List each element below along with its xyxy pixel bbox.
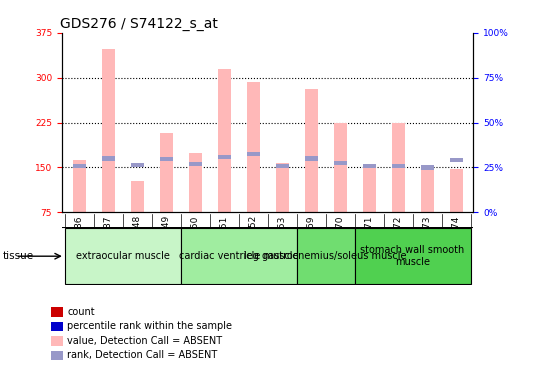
- Text: GDS276 / S74122_s_at: GDS276 / S74122_s_at: [60, 16, 218, 30]
- Text: GSM3672: GSM3672: [394, 215, 402, 258]
- Bar: [218, 69, 231, 212]
- FancyBboxPatch shape: [181, 228, 296, 284]
- Bar: [160, 133, 173, 212]
- FancyBboxPatch shape: [355, 228, 471, 284]
- Bar: [363, 166, 376, 212]
- Bar: [131, 163, 144, 167]
- Text: cardiac ventricle muscle: cardiac ventricle muscle: [179, 251, 299, 261]
- Text: rank, Detection Call = ABSENT: rank, Detection Call = ABSENT: [67, 351, 217, 361]
- Bar: [305, 89, 317, 212]
- Bar: [131, 180, 144, 212]
- Bar: [51, 307, 62, 317]
- Bar: [363, 164, 376, 168]
- Bar: [246, 152, 260, 156]
- Text: tissue: tissue: [3, 251, 34, 261]
- Text: leg gastrocnemius/soleus muscle: leg gastrocnemius/soleus muscle: [244, 251, 407, 261]
- Bar: [51, 322, 62, 331]
- Bar: [102, 156, 115, 161]
- Text: percentile rank within the sample: percentile rank within the sample: [67, 321, 232, 332]
- Bar: [334, 123, 346, 212]
- Bar: [51, 336, 62, 346]
- FancyBboxPatch shape: [65, 228, 181, 284]
- Bar: [334, 161, 346, 165]
- Bar: [392, 123, 405, 212]
- Text: GSM3674: GSM3674: [451, 215, 461, 258]
- Bar: [305, 156, 317, 161]
- Bar: [421, 165, 434, 169]
- Text: GSM3386: GSM3386: [75, 215, 84, 259]
- Text: value, Detection Call = ABSENT: value, Detection Call = ABSENT: [67, 336, 222, 346]
- Bar: [73, 160, 86, 212]
- Bar: [160, 157, 173, 161]
- Bar: [450, 158, 463, 163]
- Bar: [275, 163, 289, 212]
- Bar: [450, 169, 463, 212]
- Bar: [102, 49, 115, 212]
- Text: GSM3671: GSM3671: [365, 215, 373, 259]
- Text: GSM3449: GSM3449: [162, 215, 171, 258]
- Bar: [218, 154, 231, 159]
- Text: GSM3448: GSM3448: [133, 215, 141, 258]
- Bar: [73, 164, 86, 168]
- Bar: [392, 164, 405, 168]
- Text: GSM3670: GSM3670: [336, 215, 345, 259]
- Text: GSM3673: GSM3673: [422, 215, 431, 259]
- Bar: [189, 153, 202, 212]
- FancyBboxPatch shape: [296, 228, 355, 284]
- Text: GSM3450: GSM3450: [190, 215, 200, 258]
- Bar: [246, 82, 260, 212]
- Text: GSM3669: GSM3669: [307, 215, 316, 259]
- Bar: [51, 351, 62, 360]
- Text: count: count: [67, 307, 95, 317]
- Bar: [421, 169, 434, 212]
- Text: GSM3453: GSM3453: [278, 215, 287, 258]
- Text: GSM3452: GSM3452: [249, 215, 258, 258]
- Bar: [189, 162, 202, 166]
- Text: GSM3387: GSM3387: [104, 215, 113, 259]
- Text: stomach wall smooth
muscle: stomach wall smooth muscle: [360, 245, 465, 267]
- Text: extraocular muscle: extraocular muscle: [76, 251, 169, 261]
- Text: GSM3451: GSM3451: [220, 215, 229, 258]
- Bar: [275, 164, 289, 168]
